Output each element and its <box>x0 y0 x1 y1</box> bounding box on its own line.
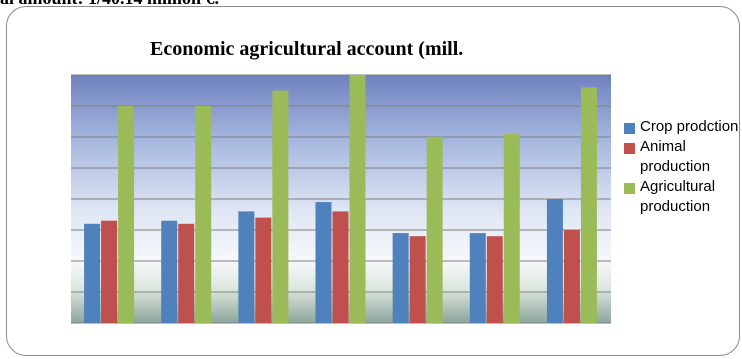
legend-swatch-agricultural <box>624 183 635 194</box>
bar-group <box>84 75 597 324</box>
legend-label-animal: Animal production <box>640 138 711 175</box>
bar-series-1-category-3 <box>332 211 349 323</box>
bar-series-1-category-1 <box>178 223 195 323</box>
bar-series-2-category-5 <box>503 133 520 323</box>
legend-swatch-animal <box>624 143 635 154</box>
bar-series-2-category-6 <box>580 87 597 324</box>
bar-series-0-category-5 <box>469 233 486 323</box>
bar-series-2-category-4 <box>426 137 443 323</box>
bar-series-0-category-6 <box>546 199 563 323</box>
bar-series-2-category-2 <box>272 90 289 323</box>
bar-series-2-category-1 <box>195 106 212 323</box>
legend: Crop prodction Animal production Agricul… <box>624 117 742 217</box>
legend-item-animal: Animal production <box>624 137 742 177</box>
legend-item-crop: Crop prodction <box>624 117 742 137</box>
bar-series-2-category-0 <box>118 106 135 323</box>
bar-series-1-category-0 <box>101 220 118 323</box>
legend-label-agricultural: Agricultural production <box>640 178 716 215</box>
legend-swatch-crop <box>624 123 635 134</box>
bar-series-0-category-1 <box>161 220 178 323</box>
bar-series-0-category-4 <box>392 233 409 323</box>
bar-series-1-category-6 <box>563 230 580 323</box>
legend-item-agricultural: Agricultural production <box>624 177 742 217</box>
bar-series-1-category-4 <box>409 236 426 323</box>
bar-series-0-category-0 <box>84 223 101 323</box>
chart-title: Economic agricultural account (mill. <box>150 38 464 60</box>
legend-label-crop: Crop prodction <box>640 118 739 135</box>
page-caption: al amount: 1/40.14 million €. <box>0 0 219 8</box>
bar-series-2-category-3 <box>349 75 366 323</box>
bar-series-1-category-5 <box>486 236 503 323</box>
bar-series-0-category-2 <box>238 211 255 323</box>
bar-series-1-category-2 <box>255 217 272 323</box>
bar-series-0-category-3 <box>315 202 332 323</box>
